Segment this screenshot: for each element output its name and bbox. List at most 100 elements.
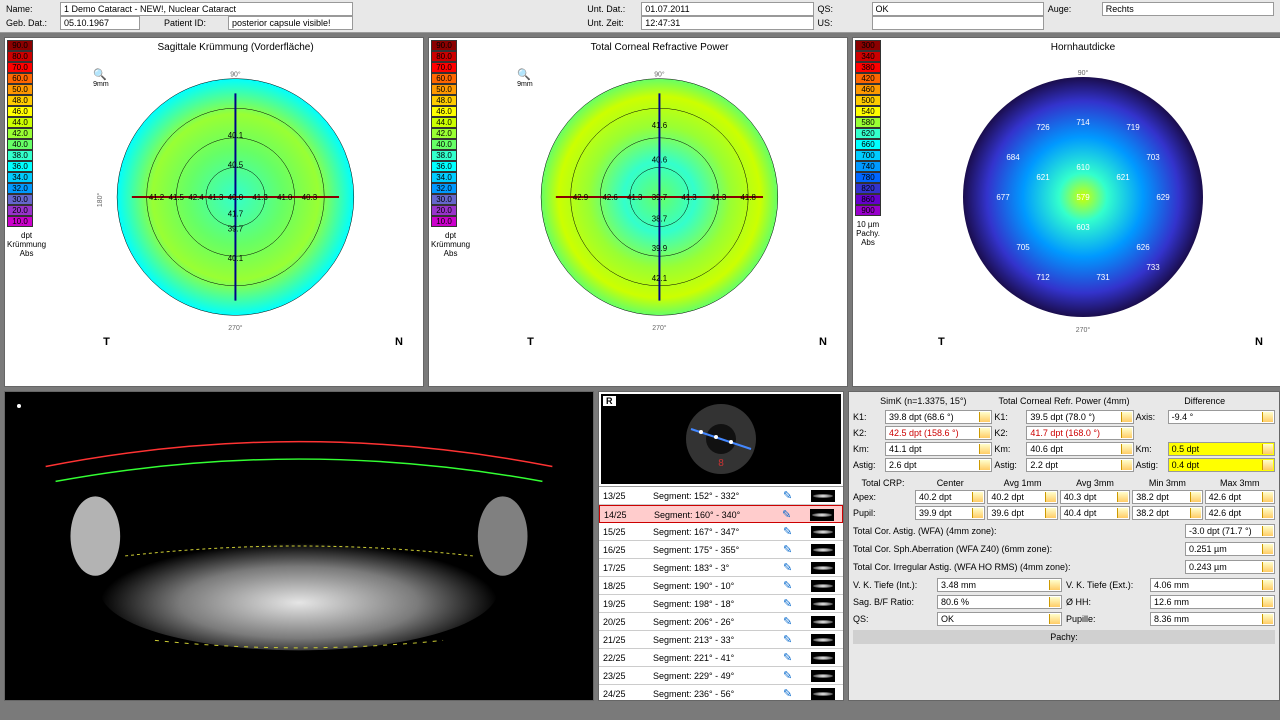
segment-row[interactable]: 22/25Segment: 221° - 41°✎ bbox=[599, 649, 843, 667]
svg-text:41.0: 41.0 bbox=[277, 193, 293, 202]
segment-preview[interactable]: R 8 bbox=[601, 394, 841, 484]
kmb-value[interactable]: 40.6 dpt bbox=[1026, 442, 1133, 456]
svg-text:42.1: 42.1 bbox=[652, 274, 667, 283]
segment-row[interactable]: 20/25Segment: 206° - 26°✎ bbox=[599, 613, 843, 631]
k1a-value[interactable]: 39.8 dpt (68.6 °) bbox=[885, 410, 992, 424]
svg-text:41.3: 41.3 bbox=[627, 193, 643, 202]
name-label: Name: bbox=[6, 4, 56, 14]
untzeit-input[interactable] bbox=[641, 16, 813, 30]
svg-text:270°: 270° bbox=[1076, 326, 1091, 334]
segment-row[interactable]: 24/25Segment: 236° - 56°✎ bbox=[599, 685, 843, 700]
k1b-value[interactable]: 39.5 dpt (78.0 °) bbox=[1026, 410, 1133, 424]
colorbar-dpt-2: 90.080.070.060.050.048.046.044.042.040.0… bbox=[429, 38, 459, 229]
name-input[interactable] bbox=[60, 2, 353, 16]
svg-text:42.6: 42.6 bbox=[603, 193, 619, 202]
segment-row[interactable]: 19/25Segment: 198° - 18°✎ bbox=[599, 595, 843, 613]
axis-value[interactable]: -9.4 ° bbox=[1168, 410, 1275, 424]
asa-value[interactable]: 2.6 dpt bbox=[885, 458, 992, 472]
svg-text:41.3: 41.3 bbox=[208, 193, 224, 202]
svg-text:41.2: 41.2 bbox=[149, 193, 164, 202]
pid-label: Patient ID: bbox=[164, 18, 224, 28]
asb-value[interactable]: 2.2 dpt bbox=[1026, 458, 1133, 472]
svg-text:621: 621 bbox=[1116, 173, 1130, 182]
svg-text:677: 677 bbox=[996, 193, 1010, 202]
segment-row[interactable]: 17/25Segment: 183° - 3°✎ bbox=[599, 559, 843, 577]
map2-svg: 39.7 41.640.6 38.739.942.1 42.942.641.3 … bbox=[472, 57, 847, 337]
segment-row[interactable]: 14/25Segment: 160° - 340°✎ bbox=[599, 505, 843, 523]
svg-text:90°: 90° bbox=[1078, 69, 1089, 77]
untdat-input[interactable] bbox=[641, 2, 813, 16]
kmc-value[interactable]: 0.5 dpt bbox=[1168, 442, 1275, 456]
auge-input[interactable] bbox=[1102, 2, 1274, 16]
svg-text:733: 733 bbox=[1146, 263, 1160, 272]
zoom-icon[interactable]: 🔍9mm bbox=[93, 68, 109, 88]
segments-panel: R 8 13/25Segment: 152° - 332°✎14/25Segme… bbox=[598, 391, 844, 701]
svg-text:270°: 270° bbox=[652, 324, 666, 332]
us-label: US: bbox=[818, 18, 868, 28]
kma-value[interactable]: 41.1 dpt bbox=[885, 442, 992, 456]
data-panel: SimK (n=1.3375, 15°) Total Corneal Refr.… bbox=[848, 391, 1280, 701]
svg-text:42.9: 42.9 bbox=[573, 193, 588, 202]
svg-text:39.7: 39.7 bbox=[228, 225, 243, 234]
svg-text:626: 626 bbox=[1136, 243, 1150, 252]
svg-text:40.6: 40.6 bbox=[652, 155, 668, 164]
svg-text:684: 684 bbox=[1006, 153, 1020, 162]
svg-text:90°: 90° bbox=[654, 71, 665, 79]
map1-title: Sagittale Krümmung (Vorderfläche) bbox=[48, 38, 423, 57]
svg-text:40.1: 40.1 bbox=[228, 254, 243, 263]
map3-title: Hornhautdicke bbox=[883, 38, 1280, 57]
svg-text:39.7: 39.7 bbox=[652, 193, 667, 202]
k2b-value[interactable]: 41.7 dpt (168.0 °) bbox=[1026, 426, 1133, 440]
map-sagittal[interactable]: 90.080.070.060.050.048.046.044.042.040.0… bbox=[4, 37, 424, 387]
svg-text:270°: 270° bbox=[228, 324, 242, 332]
svg-text:41.3: 41.3 bbox=[681, 193, 697, 202]
map-pachy[interactable]: 3003403804204605005405806206607007407808… bbox=[852, 37, 1280, 387]
map-tcrp[interactable]: 90.080.070.060.050.048.046.044.042.040.0… bbox=[428, 37, 848, 387]
svg-text:90°: 90° bbox=[230, 71, 241, 79]
geb-input[interactable] bbox=[60, 16, 140, 30]
k2a-value[interactable]: 42.5 dpt (158.6 °) bbox=[885, 426, 992, 440]
svg-text:41.5: 41.5 bbox=[169, 193, 185, 202]
svg-text:8: 8 bbox=[718, 458, 724, 469]
qs-input[interactable] bbox=[872, 2, 1044, 16]
svg-text:41.3: 41.3 bbox=[253, 193, 269, 202]
svg-text:41.8: 41.8 bbox=[741, 193, 757, 202]
us-input[interactable] bbox=[872, 16, 1044, 30]
map2-title: Total Corneal Refractive Power bbox=[472, 38, 847, 57]
segment-row[interactable]: 16/25Segment: 175° - 355°✎ bbox=[599, 541, 843, 559]
map3-svg: 5796106036216216847036776297056267127317… bbox=[883, 57, 1280, 337]
svg-text:731: 731 bbox=[1096, 273, 1110, 282]
auge-label: Auge: bbox=[1048, 4, 1098, 14]
untzeit-label: Unt. Zeit: bbox=[587, 18, 637, 28]
svg-text:40.1: 40.1 bbox=[228, 131, 243, 140]
svg-text:714: 714 bbox=[1076, 118, 1090, 127]
svg-text:41.6: 41.6 bbox=[652, 121, 668, 130]
svg-text:579: 579 bbox=[1076, 193, 1090, 202]
segment-row[interactable]: 13/25Segment: 152° - 332°✎ bbox=[599, 487, 843, 505]
svg-text:603: 603 bbox=[1076, 223, 1090, 232]
colorbar-pachy: 3003403804204605005405806206607007407808… bbox=[853, 38, 883, 218]
segment-row[interactable]: 18/25Segment: 190° - 10°✎ bbox=[599, 577, 843, 595]
svg-text:40.5: 40.5 bbox=[228, 160, 244, 169]
segment-row[interactable]: 15/25Segment: 167° - 347°✎ bbox=[599, 523, 843, 541]
asc-value[interactable]: 0.4 dpt bbox=[1168, 458, 1275, 472]
svg-text:621: 621 bbox=[1036, 173, 1050, 182]
zoom-icon[interactable]: 🔍9mm bbox=[517, 68, 533, 88]
pid-input[interactable] bbox=[228, 16, 353, 30]
map1-svg: 40.0 40.140.5 39.740.141.7 41.241.542.44… bbox=[48, 57, 423, 337]
segment-list[interactable]: 13/25Segment: 152° - 332°✎14/25Segment: … bbox=[599, 486, 843, 700]
scheimpflug-image[interactable] bbox=[4, 391, 594, 701]
svg-text:41.7: 41.7 bbox=[228, 210, 243, 219]
svg-text:705: 705 bbox=[1016, 243, 1030, 252]
segment-row[interactable]: 21/25Segment: 213° - 33°✎ bbox=[599, 631, 843, 649]
colorbar-dpt-1: 90.080.070.060.050.048.046.044.042.040.0… bbox=[5, 38, 35, 229]
svg-text:41.3: 41.3 bbox=[711, 193, 727, 202]
svg-text:39.9: 39.9 bbox=[652, 244, 667, 253]
svg-text:42.4: 42.4 bbox=[188, 193, 204, 202]
svg-text:40.3: 40.3 bbox=[302, 193, 318, 202]
svg-text:629: 629 bbox=[1156, 193, 1170, 202]
segment-row[interactable]: 23/25Segment: 229° - 49°✎ bbox=[599, 667, 843, 685]
svg-text:180°: 180° bbox=[96, 193, 104, 207]
patient-header: Name: Geb. Dat.:Patient ID: Unt. Dat.: U… bbox=[0, 0, 1280, 33]
qs-label: QS: bbox=[818, 4, 868, 14]
